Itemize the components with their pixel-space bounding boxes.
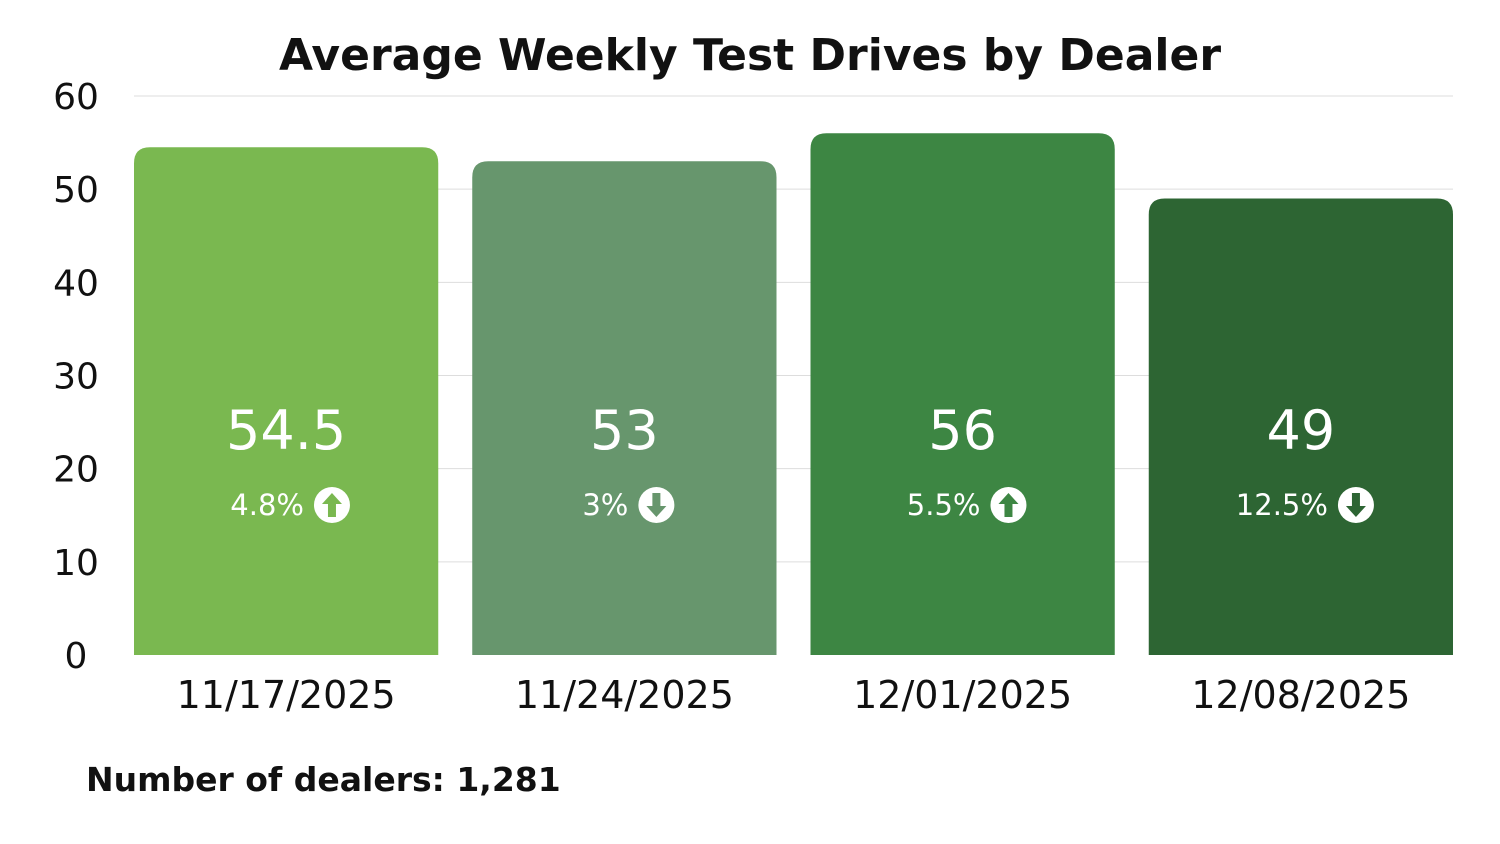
arrow-up-circle-icon: [990, 487, 1027, 523]
bar-group: 56 5.5%: [810, 133, 1115, 655]
bars: 54.5 4.8% 53 3% 56 5.5% 49 12.5%: [134, 133, 1453, 655]
arrow-down-circle-icon: [1337, 487, 1374, 523]
bar-group: 54.5 4.8%: [134, 147, 439, 655]
change-label: 3%: [582, 488, 628, 522]
change-indicator: 12.5%: [1236, 487, 1374, 523]
y-tick-label: 20: [53, 450, 99, 491]
bar: [1148, 198, 1453, 655]
bar-value-label: 49: [1267, 399, 1336, 462]
x-category-label: 12/08/2025: [1191, 673, 1410, 717]
y-tick-label: 30: [53, 357, 99, 398]
x-axis-categories: 11/17/2025 11/24/2025 12/01/2025 12/08/2025: [177, 673, 1411, 717]
arrow-up-circle-icon: [313, 487, 350, 523]
chart-title: Average Weekly Test Drives by Dealer: [279, 30, 1221, 81]
change-indicator: 4.8%: [230, 487, 350, 523]
y-tick-label: 50: [53, 170, 99, 211]
bar-value-label: 56: [928, 399, 997, 462]
change-indicator: 5.5%: [907, 487, 1027, 523]
x-category-label: 12/01/2025: [853, 673, 1072, 717]
change-indicator: 3%: [582, 487, 675, 523]
x-category-label: 11/24/2025: [515, 673, 734, 717]
change-label: 4.8%: [230, 488, 304, 522]
x-category-label: 11/17/2025: [177, 673, 396, 717]
bar-group: 49 12.5%: [1148, 198, 1453, 655]
y-tick-label: 10: [53, 543, 99, 584]
y-tick-label: 60: [53, 77, 99, 118]
y-tick-label: 40: [53, 263, 99, 304]
bar: [134, 147, 439, 655]
bar-value-label: 53: [590, 399, 659, 462]
y-tick-label: 0: [65, 636, 88, 677]
bar-group: 53 3%: [472, 161, 777, 655]
dealer-count-note: Number of dealers: 1,281: [86, 760, 561, 799]
bar-value-label: 54.5: [226, 399, 346, 462]
bar: [810, 133, 1115, 655]
bar: [472, 161, 777, 655]
arrow-down-circle-icon: [638, 487, 675, 523]
change-label: 12.5%: [1236, 488, 1328, 522]
y-axis-ticks: 0 10 20 30 40 50 60: [53, 77, 99, 677]
change-label: 5.5%: [907, 488, 981, 522]
